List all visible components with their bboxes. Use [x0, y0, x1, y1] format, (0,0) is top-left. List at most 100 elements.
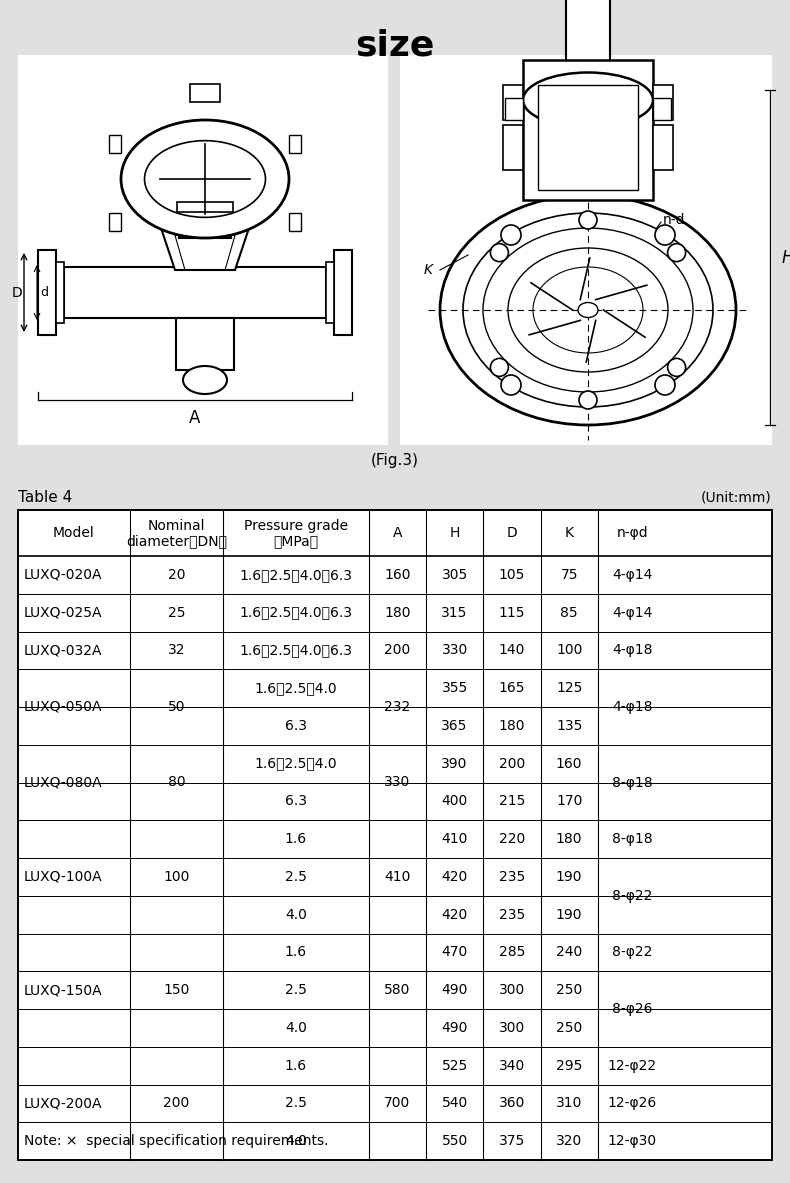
- Text: 1.6: 1.6: [284, 832, 307, 846]
- Text: LUXQ-150A: LUXQ-150A: [24, 983, 103, 997]
- Text: D: D: [506, 526, 517, 539]
- Bar: [56, 261, 64, 323]
- Ellipse shape: [578, 303, 598, 317]
- Text: 150: 150: [164, 983, 190, 997]
- Ellipse shape: [183, 366, 227, 394]
- Text: 4.0: 4.0: [285, 907, 307, 922]
- Text: 490: 490: [442, 983, 468, 997]
- Text: K: K: [424, 263, 433, 277]
- Circle shape: [491, 358, 509, 376]
- Bar: [289, 213, 301, 231]
- Text: 375: 375: [498, 1134, 525, 1149]
- Bar: [64, 267, 326, 318]
- Text: 125: 125: [556, 681, 582, 696]
- Text: A: A: [393, 526, 402, 539]
- Text: 160: 160: [384, 568, 411, 582]
- Ellipse shape: [145, 141, 265, 218]
- Text: H: H: [450, 526, 460, 539]
- Text: 330: 330: [442, 644, 468, 658]
- Text: 400: 400: [442, 794, 468, 808]
- Text: Pressure grade: Pressure grade: [244, 519, 348, 534]
- Text: LUXQ-200A: LUXQ-200A: [24, 1097, 103, 1111]
- Text: 8-φ26: 8-φ26: [612, 1002, 653, 1016]
- Text: 180: 180: [384, 606, 411, 620]
- Ellipse shape: [440, 195, 736, 425]
- Bar: [538, 85, 638, 190]
- Text: 180: 180: [556, 832, 582, 846]
- Circle shape: [655, 225, 675, 245]
- Circle shape: [668, 358, 686, 376]
- Text: 140: 140: [498, 644, 525, 658]
- Bar: [179, 211, 231, 238]
- Text: Note: ×  special specification requirements.: Note: × special specification requiremen…: [24, 1134, 329, 1149]
- Text: K: K: [565, 526, 574, 539]
- Text: LUXQ-080A: LUXQ-080A: [24, 776, 103, 789]
- Text: 12-φ30: 12-φ30: [608, 1134, 656, 1149]
- Text: 8-φ22: 8-φ22: [612, 888, 653, 903]
- Text: D: D: [12, 285, 22, 299]
- Bar: [505, 98, 523, 119]
- Text: 1.6、2.5、4.0、6.3: 1.6、2.5、4.0、6.3: [239, 568, 352, 582]
- Ellipse shape: [523, 72, 653, 128]
- Text: 12-φ22: 12-φ22: [608, 1059, 656, 1073]
- Ellipse shape: [508, 248, 668, 371]
- Text: 2.5: 2.5: [285, 983, 307, 997]
- Text: 235: 235: [498, 870, 525, 884]
- Text: 8-φ18: 8-φ18: [611, 776, 653, 789]
- Text: 315: 315: [442, 606, 468, 620]
- Text: LUXQ-100A: LUXQ-100A: [24, 870, 103, 884]
- Circle shape: [655, 375, 675, 395]
- Text: A: A: [190, 409, 201, 427]
- Text: 220: 220: [498, 832, 525, 846]
- Text: 135: 135: [556, 719, 582, 733]
- Text: 1.6、2.5、4.0、6.3: 1.6、2.5、4.0、6.3: [239, 606, 352, 620]
- Text: 240: 240: [556, 945, 582, 959]
- Text: n-φd: n-φd: [616, 526, 648, 539]
- Bar: [177, 202, 233, 212]
- Text: 115: 115: [498, 606, 525, 620]
- Bar: [190, 84, 220, 102]
- Text: 200: 200: [164, 1097, 190, 1111]
- Text: LUXQ-025A: LUXQ-025A: [24, 606, 103, 620]
- Text: 2.5: 2.5: [285, 870, 307, 884]
- Text: 420: 420: [442, 907, 468, 922]
- Text: 4-φ18: 4-φ18: [612, 700, 653, 715]
- Text: 4-φ18: 4-φ18: [612, 644, 653, 658]
- Text: 105: 105: [498, 568, 525, 582]
- Text: 50: 50: [167, 700, 185, 715]
- Text: d: d: [40, 286, 48, 299]
- Bar: [566, 0, 610, 195]
- Text: 580: 580: [384, 983, 411, 997]
- Text: 20: 20: [167, 568, 185, 582]
- Text: 200: 200: [498, 757, 525, 770]
- Text: 6.3: 6.3: [285, 719, 307, 733]
- Text: 365: 365: [442, 719, 468, 733]
- Text: 490: 490: [442, 1021, 468, 1035]
- Text: 215: 215: [498, 794, 525, 808]
- Text: 4-φ14: 4-φ14: [612, 606, 653, 620]
- Text: 85: 85: [560, 606, 578, 620]
- Bar: [503, 85, 523, 119]
- Text: (Fig.3): (Fig.3): [371, 453, 419, 467]
- Bar: [176, 318, 234, 370]
- Text: 305: 305: [442, 568, 468, 582]
- Text: 6.3: 6.3: [285, 794, 307, 808]
- Circle shape: [491, 244, 509, 261]
- Text: 170: 170: [556, 794, 582, 808]
- Text: 1.6、2.5、4.0、6.3: 1.6、2.5、4.0、6.3: [239, 644, 352, 658]
- Text: 250: 250: [556, 1021, 582, 1035]
- Circle shape: [501, 375, 521, 395]
- Text: 285: 285: [498, 945, 525, 959]
- Text: 100: 100: [164, 870, 190, 884]
- Circle shape: [501, 225, 521, 245]
- Text: 330: 330: [384, 776, 410, 789]
- Text: 80: 80: [167, 776, 185, 789]
- Text: LUXQ-032A: LUXQ-032A: [24, 644, 103, 658]
- Text: 420: 420: [442, 870, 468, 884]
- Text: 470: 470: [442, 945, 468, 959]
- Text: 1.6、2.5、4.0: 1.6、2.5、4.0: [254, 681, 337, 696]
- Text: 8-φ22: 8-φ22: [612, 945, 653, 959]
- Text: n-d: n-d: [663, 213, 686, 227]
- Text: 525: 525: [442, 1059, 468, 1073]
- Ellipse shape: [463, 213, 713, 407]
